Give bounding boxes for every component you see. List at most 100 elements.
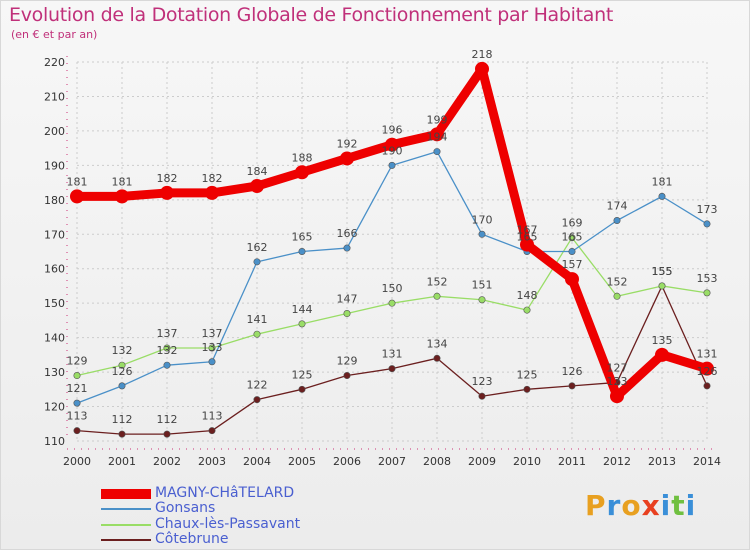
data-label: 181 xyxy=(652,175,673,188)
x-tick-label: 2012 xyxy=(603,455,631,468)
y-tick-label: 150 xyxy=(44,297,65,310)
data-point xyxy=(118,430,126,438)
data-point xyxy=(703,382,711,390)
x-tick-label: 2007 xyxy=(378,455,406,468)
data-label: 126 xyxy=(112,365,133,378)
data-point xyxy=(73,427,81,435)
x-tick-label: 2011 xyxy=(558,455,586,468)
data-label: 165 xyxy=(517,231,538,244)
y-tick-label: 170 xyxy=(44,228,65,241)
data-point xyxy=(343,372,351,380)
data-point xyxy=(388,299,396,307)
x-tick-label: 2010 xyxy=(513,455,541,468)
data-label: 131 xyxy=(697,348,718,361)
data-point xyxy=(208,427,216,435)
y-tick-label: 220 xyxy=(44,56,65,69)
data-point xyxy=(568,248,576,256)
data-label: 141 xyxy=(247,313,268,326)
y-tick-label: 160 xyxy=(44,263,65,276)
logo-letter: x xyxy=(641,489,661,522)
data-point xyxy=(430,127,444,142)
data-point xyxy=(703,220,711,228)
x-tick-label: 2008 xyxy=(423,455,451,468)
data-point xyxy=(298,248,306,256)
data-label: 153 xyxy=(697,272,718,285)
data-point xyxy=(298,385,306,393)
data-point xyxy=(700,361,714,376)
y-tick-label: 180 xyxy=(44,194,65,207)
data-label: 144 xyxy=(292,303,313,316)
data-point xyxy=(433,354,441,362)
data-point xyxy=(388,365,396,373)
data-label: 137 xyxy=(202,327,223,340)
data-label: 125 xyxy=(517,368,538,381)
chart-subtitle: (en € et par an) xyxy=(11,28,98,41)
data-point xyxy=(163,361,171,369)
x-tick-label: 2001 xyxy=(108,455,136,468)
legend-swatch xyxy=(101,524,151,526)
data-point xyxy=(205,185,219,200)
data-label: 152 xyxy=(427,275,448,288)
data-point xyxy=(163,344,171,352)
data-label: 133 xyxy=(202,341,223,354)
data-point xyxy=(253,396,261,404)
data-point xyxy=(118,382,126,390)
logo-letter: P xyxy=(585,489,607,522)
x-tick-label: 2009 xyxy=(468,455,496,468)
data-point xyxy=(613,292,621,300)
data-label: 123 xyxy=(607,375,628,388)
data-label: 112 xyxy=(157,413,178,426)
data-point xyxy=(478,392,486,400)
data-label: 165 xyxy=(562,231,583,244)
data-point xyxy=(433,292,441,300)
x-tick-label: 2000 xyxy=(63,455,91,468)
data-point xyxy=(73,399,81,407)
proxiti-logo: Proxiti xyxy=(585,489,696,522)
data-point xyxy=(658,192,666,200)
data-point xyxy=(610,389,624,404)
y-tick-label: 200 xyxy=(44,125,65,138)
data-point xyxy=(475,61,489,76)
data-label: 155 xyxy=(652,265,673,278)
data-point xyxy=(703,289,711,297)
data-label: 132 xyxy=(157,344,178,357)
data-label: 162 xyxy=(247,241,268,254)
data-label: 131 xyxy=(382,348,403,361)
y-tick-label: 120 xyxy=(44,401,65,414)
data-label: 174 xyxy=(607,199,628,212)
data-point xyxy=(568,382,576,390)
data-point xyxy=(163,430,171,438)
data-label: 192 xyxy=(337,137,358,150)
data-label: 150 xyxy=(382,282,403,295)
data-point xyxy=(250,179,264,194)
y-tick-label: 140 xyxy=(44,332,65,345)
data-point xyxy=(70,189,84,204)
data-label: 194 xyxy=(427,131,448,144)
data-label: 188 xyxy=(292,151,313,164)
data-point xyxy=(160,185,174,200)
data-point xyxy=(565,272,579,287)
data-point xyxy=(73,372,81,380)
legend-label: Chaux-lès-Passavant xyxy=(155,516,301,532)
data-point xyxy=(523,306,531,314)
data-point xyxy=(298,320,306,328)
chart-title: Evolution de la Dotation Globale de Fonc… xyxy=(9,4,614,26)
data-point xyxy=(478,230,486,238)
data-label: 182 xyxy=(202,172,223,185)
data-point xyxy=(385,137,399,152)
data-point xyxy=(115,189,129,204)
data-point xyxy=(118,361,126,369)
x-tick-label: 2002 xyxy=(153,455,181,468)
x-tick-label: 2004 xyxy=(243,455,271,468)
y-tick-label: 110 xyxy=(44,435,65,448)
data-point xyxy=(388,161,396,169)
y-tick-label: 190 xyxy=(44,159,65,172)
data-point xyxy=(208,358,216,366)
logo-letter: t xyxy=(671,489,686,522)
data-label: 135 xyxy=(652,334,673,347)
data-point xyxy=(208,344,216,352)
data-label: 196 xyxy=(382,124,403,137)
x-tick-label: 2006 xyxy=(333,455,361,468)
